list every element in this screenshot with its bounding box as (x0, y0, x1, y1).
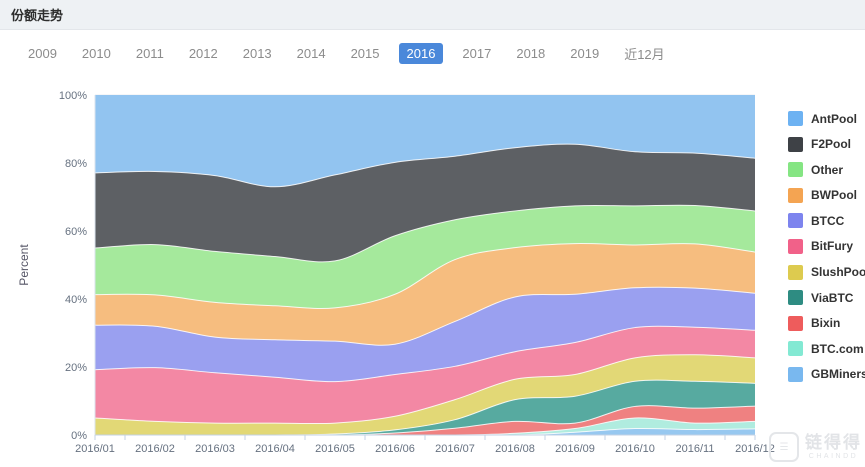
band-boundary-8 (94, 204, 756, 263)
x-tick-label-2016-02: 2016/02 (135, 443, 175, 455)
legend-label: Other (811, 162, 844, 177)
band-boundary-5 (94, 325, 756, 383)
legend-item-btccom[interactable]: BTC.com (788, 341, 865, 357)
x-tick-label-2016-04: 2016/04 (255, 443, 295, 455)
tab-2010[interactable]: 2010 (81, 46, 111, 61)
area-antpool[interactable] (95, 95, 755, 187)
legend-item-gbminers[interactable]: GBMiners (788, 366, 865, 382)
legend-swatch-icon (788, 315, 803, 331)
page-title: 份额走势 (11, 8, 64, 23)
tab-2011[interactable]: 2011 (135, 46, 164, 61)
watermark-name: 链得得 (805, 433, 862, 452)
y-tick-label-20: 20% (65, 362, 87, 374)
legend-swatch-icon (788, 264, 803, 280)
legend-swatch-icon (788, 187, 803, 203)
legend-label: BitFury (811, 239, 853, 254)
year-tab-bar: 2009 2010 2011 2012 2013 2014 2015 2016 2017 2018… (22, 41, 671, 66)
area-viabtc[interactable] (95, 380, 755, 436)
x-tick-label-2016-11: 2016/11 (676, 443, 715, 455)
area-btcc[interactable] (95, 287, 755, 382)
x-tick-label-2016-07: 2016/07 (435, 443, 475, 455)
legend-label: AntPool (811, 111, 857, 126)
legend-swatch-icon (788, 238, 803, 254)
legend-label: SlushPool (811, 265, 865, 280)
band-boundary-7 (94, 243, 756, 309)
area-other[interactable] (95, 205, 755, 309)
legend-item-slushpool[interactable]: SlushPool (788, 264, 865, 280)
y-axis-title: Percent (17, 244, 31, 286)
legend-item-f2pool[interactable]: F2Pool (788, 136, 865, 152)
y-tick-label-0: 0% (71, 430, 87, 442)
legend-swatch-icon (788, 290, 803, 306)
legend-item-bitfury[interactable]: BitFury (788, 238, 865, 254)
area-bixin[interactable] (95, 405, 755, 436)
x-tick-label-2016-06: 2016/06 (375, 443, 415, 455)
area-bwpool[interactable] (95, 243, 755, 346)
legend-swatch-icon (788, 136, 803, 152)
area-bitfury[interactable] (95, 326, 755, 424)
y-tick-label-100: 100% (59, 90, 87, 102)
legend-item-bwpool[interactable]: BWPool (788, 187, 865, 203)
legend-swatch-icon (788, 162, 803, 178)
watermark-subtitle: CHAINDD (808, 453, 859, 460)
x-tick-label-2016-12: 2016/12 (735, 443, 775, 455)
tab-2015[interactable]: 2015 (350, 46, 380, 61)
x-tick-label-2016-03: 2016/03 (195, 443, 235, 455)
tab-2012[interactable]: 2012 (188, 46, 218, 61)
band-boundary-6 (94, 286, 756, 346)
legend-label: Bixin (811, 316, 841, 331)
y-tick-label-60: 60% (65, 226, 87, 238)
chaindd-logo-icon: ☰ (769, 432, 799, 462)
tab-12[interactable]: 近12月 (624, 47, 665, 62)
legend-label: BTC.com (811, 341, 864, 356)
chart-legend: AntPool F2Pool Other BWPool BTCC BitFury Slush… (788, 111, 865, 393)
x-tick-label-2016-08: 2016/08 (495, 443, 535, 455)
tab-2016[interactable]: 2016 (398, 43, 444, 64)
panel-header: 份额走势 (0, 0, 865, 30)
legend-label: F2Pool (811, 137, 852, 152)
legend-item-antpool[interactable]: AntPool (788, 111, 865, 126)
legend-swatch-icon (788, 111, 803, 126)
x-tick-label-2016-01: 2016/01 (75, 443, 115, 455)
x-tick-label-2016-09: 2016/09 (555, 443, 595, 455)
tab-2019[interactable]: 2019 (570, 46, 600, 61)
tab-2017[interactable]: 2017 (462, 46, 492, 61)
tab-2014[interactable]: 2014 (296, 46, 326, 61)
band-boundary-4 (94, 354, 756, 425)
legend-label: ViaBTC (811, 290, 854, 305)
y-tick-label-40: 40% (65, 294, 87, 306)
legend-label: BTCC (811, 213, 845, 228)
legend-item-other[interactable]: Other (788, 162, 865, 178)
legend-label: BWPool (811, 188, 857, 203)
legend-swatch-icon (788, 341, 803, 357)
area-gbminers[interactable] (95, 428, 755, 436)
legend-item-bixin[interactable]: Bixin (788, 315, 865, 331)
legend-item-viabtc[interactable]: ViaBTC (788, 290, 865, 306)
tab-2013[interactable]: 2013 (242, 46, 272, 61)
y-tick-label-80: 80% (65, 158, 87, 170)
legend-label: GBMiners (811, 367, 865, 382)
band-boundary-9 (94, 143, 756, 188)
tab-2009[interactable]: 2009 (28, 46, 57, 61)
x-tick-label-2016-05: 2016/05 (315, 443, 355, 455)
legend-swatch-icon (788, 366, 803, 382)
legend-item-btcc[interactable]: BTCC (788, 213, 865, 229)
watermark: ☰ 链得得 CHAINDD (769, 432, 862, 462)
legend-swatch-icon (788, 213, 803, 229)
x-tick-label-2016-10: 2016/10 (615, 443, 655, 455)
tab-2018[interactable]: 2018 (516, 46, 546, 61)
area-slushpool[interactable] (95, 354, 755, 436)
area-f2pool[interactable] (95, 144, 755, 262)
